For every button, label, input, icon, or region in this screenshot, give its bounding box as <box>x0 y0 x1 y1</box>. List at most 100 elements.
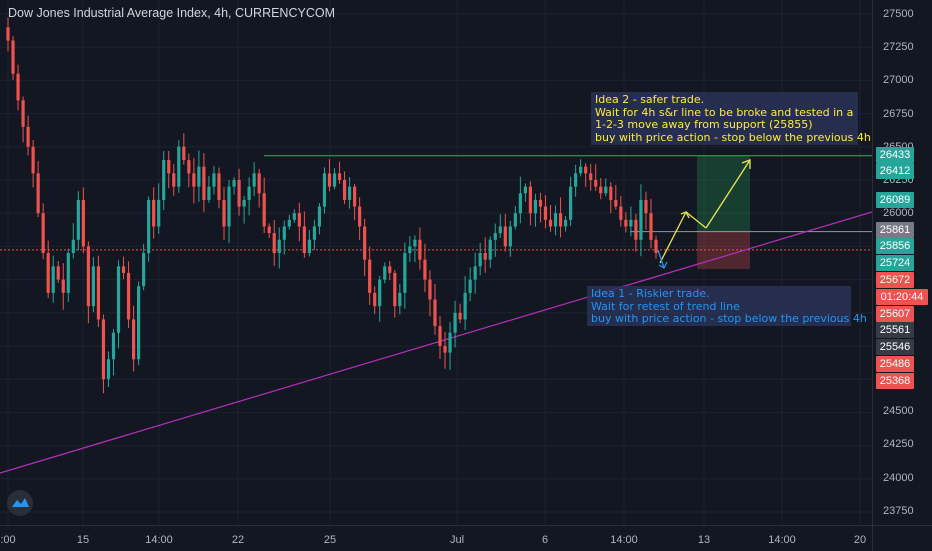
candle-body <box>11 40 15 74</box>
candle-body <box>292 213 296 220</box>
candle-body <box>61 279 65 293</box>
candle-body <box>393 272 397 307</box>
long-position-target-zone <box>697 155 750 232</box>
candle-body <box>157 199 161 227</box>
candle-body <box>131 319 136 360</box>
price-tick: 24500 <box>883 405 914 417</box>
candle-body <box>116 266 121 333</box>
candle-body <box>207 186 211 200</box>
candle-body <box>16 73 20 101</box>
candle-body <box>91 266 95 307</box>
candle-body <box>66 253 70 293</box>
candle-body <box>428 279 432 300</box>
arrow-head-icon <box>680 211 690 219</box>
candle-body <box>71 239 75 254</box>
price-label-25724: 25724 <box>876 255 914 271</box>
candle-body <box>584 166 588 174</box>
candle-body <box>503 226 507 247</box>
candle-body <box>172 173 176 187</box>
candle-body <box>443 346 447 353</box>
candle-body <box>342 180 347 200</box>
idea-2-annotation[interactable]: Idea 2 - safer trade. Wait for 4h s&r li… <box>591 92 871 145</box>
candle-body <box>81 199 85 247</box>
candle-body <box>413 239 417 247</box>
candle-body <box>337 173 342 180</box>
candle-body <box>473 266 477 280</box>
countdown-label: 01:20:44 <box>876 289 928 305</box>
candle-body <box>187 160 191 174</box>
candle-body <box>46 253 50 293</box>
candle-body <box>347 186 352 200</box>
candle-body <box>262 193 266 227</box>
price-label-25486: 25486 <box>876 356 914 372</box>
candle-body <box>197 166 201 187</box>
candle-body <box>458 312 462 320</box>
candle-body <box>478 253 482 267</box>
time-tick: :00 <box>0 534 16 546</box>
time-tick: 14:00 <box>145 534 173 546</box>
chart-canvas[interactable] <box>0 0 872 525</box>
candle-body <box>277 239 281 254</box>
candle-body <box>353 186 357 207</box>
candle-body <box>332 173 337 187</box>
chart-title: Dow Jones Industrial Average Index, 4h, … <box>8 6 335 20</box>
candle-body <box>121 266 126 273</box>
candle-body <box>6 27 10 41</box>
candle-body <box>589 173 593 180</box>
time-tick: 25 <box>323 534 337 546</box>
candle-body <box>579 166 583 174</box>
candle-body <box>528 186 533 214</box>
candle-body <box>654 239 658 254</box>
tradingview-logo[interactable] <box>7 490 33 516</box>
candle-body <box>31 146 35 174</box>
candle-body <box>513 213 517 227</box>
candle-body <box>217 173 221 200</box>
candle-body <box>21 100 25 127</box>
candle-body <box>302 226 306 254</box>
candle-body <box>553 213 558 227</box>
candle-body <box>363 226 367 260</box>
candle-body <box>599 186 603 194</box>
candle-body <box>498 226 502 234</box>
candle-body <box>106 359 111 380</box>
candle-body <box>538 199 543 207</box>
candle-body <box>634 219 638 240</box>
projection-arrow-segment <box>705 159 751 229</box>
time-tick: 14:00 <box>610 534 638 546</box>
candle-body <box>237 180 241 207</box>
candle-body <box>142 253 146 287</box>
price-label-25861: 25861 <box>876 222 914 238</box>
candle-body <box>192 173 196 187</box>
candle-body <box>36 173 40 214</box>
candle-body <box>56 266 60 280</box>
candle-body <box>569 186 573 220</box>
price-label-25607: 25607 <box>876 306 914 322</box>
candle-body <box>488 239 492 260</box>
time-tick: 15 <box>76 534 90 546</box>
candle-body <box>26 126 30 147</box>
candle-body <box>317 206 322 227</box>
candle-body <box>508 226 512 247</box>
idea1-arrow <box>657 249 665 269</box>
candle-body <box>523 186 527 194</box>
price-label-25546: 25546 <box>876 339 914 355</box>
price-label-26089: 26089 <box>876 192 914 208</box>
candle-body <box>624 219 628 227</box>
candle-body <box>227 186 231 227</box>
price-label-26412: 26412 <box>876 163 914 179</box>
candle-body <box>272 233 276 254</box>
candle-body <box>533 199 538 214</box>
time-axis[interactable]: :00 15 14:00 22 25 Jul 6 14:00 13 14:00 … <box>0 525 872 551</box>
candle-body <box>548 219 553 227</box>
candle-body <box>438 326 442 346</box>
trendline <box>0 211 872 474</box>
time-tick: 14:00 <box>768 534 796 546</box>
candle-body <box>403 253 407 293</box>
candle-body <box>51 266 55 293</box>
price-tick: 24250 <box>883 438 914 450</box>
candle-body <box>86 246 90 307</box>
candle-body <box>152 199 156 227</box>
idea-1-annotation[interactable]: Idea 1 - Riskier trade. Wait for retest … <box>587 286 867 326</box>
candle-body <box>418 239 422 260</box>
